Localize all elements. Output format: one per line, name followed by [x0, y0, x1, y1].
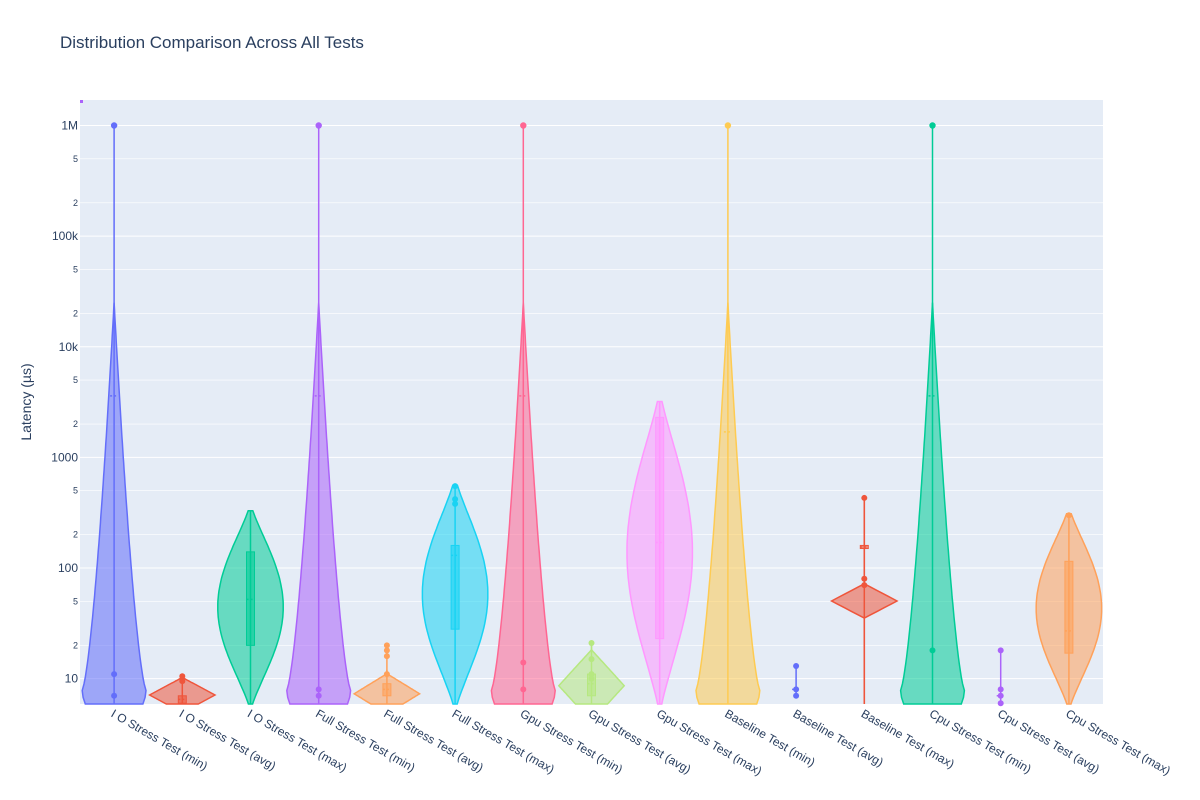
- outlier-point-max: [929, 122, 936, 129]
- outlier-point: [452, 500, 459, 507]
- violin-12: [830, 494, 899, 704]
- violin-10: [695, 122, 761, 705]
- outlier-point: [179, 673, 186, 680]
- outlier-point: [793, 686, 800, 693]
- y-tick-label: 1M: [61, 118, 78, 132]
- violin-box: [1064, 560, 1074, 654]
- violin-5: [352, 642, 422, 705]
- outlier-point: [520, 659, 527, 666]
- outlier-point: [588, 640, 595, 647]
- outlier-point: [861, 582, 868, 589]
- violin-13: [899, 122, 966, 705]
- violin-2: [148, 673, 217, 705]
- outlier-point: [861, 494, 868, 501]
- outlier-point: [588, 656, 595, 663]
- outlier-point: [997, 692, 1004, 699]
- y-tick-layer: 10 100 1000 10k 100k 1M 2 5 2 5 2 5 2 5 2 5: [51, 118, 79, 685]
- y-tick-label: 10k: [59, 340, 79, 354]
- outlier-point: [997, 647, 1004, 654]
- y-tick-label: 10: [65, 672, 79, 686]
- outlier-point: [588, 671, 595, 678]
- outlier-point: [315, 692, 322, 699]
- outlier-point: [520, 686, 527, 693]
- outlier-point: [1065, 512, 1072, 519]
- violin-8: [557, 640, 626, 705]
- outlier-point: [929, 647, 936, 654]
- violin-1: [81, 122, 147, 705]
- y-minor-tick-label: 5: [73, 264, 78, 274]
- outlier-point: [452, 496, 459, 503]
- violin-6: [421, 483, 489, 705]
- outlier-point: [315, 686, 322, 693]
- y-axis-title: Latency (µs): [18, 363, 34, 440]
- outlier-point-max: [724, 122, 732, 129]
- corner-marker: [80, 100, 83, 103]
- x-tick-layer: I O Stress Test (min)I O Stress Test (av…: [109, 706, 1173, 778]
- violin-3: [217, 509, 284, 705]
- outlier-point: [383, 647, 390, 654]
- y-tick-label: 100: [58, 561, 78, 575]
- violin-15: [1035, 512, 1103, 705]
- outlier-point: [588, 675, 595, 682]
- y-tick-label: 1000: [51, 450, 78, 464]
- outlier-point: [111, 671, 118, 678]
- y-minor-tick-label: 5: [73, 375, 78, 385]
- outlier-point: [111, 692, 118, 699]
- chart-title: Distribution Comparison Across All Tests: [60, 33, 364, 52]
- violin-7: [490, 122, 556, 705]
- y-minor-tick-label: 2: [73, 640, 78, 650]
- violin-14: [996, 647, 1005, 707]
- outlier-point: [452, 483, 459, 490]
- violin-4: [286, 122, 352, 705]
- y-minor-tick-label: 5: [73, 486, 78, 496]
- outlier-point: [861, 575, 868, 582]
- violin-box: [655, 416, 665, 640]
- y-minor-tick-label: 5: [73, 154, 78, 164]
- outlier-point: [997, 686, 1004, 693]
- outlier-point: [383, 653, 390, 660]
- outlier-point: [179, 678, 186, 685]
- y-tick-label: 100k: [52, 229, 79, 243]
- outlier-point-max: [520, 122, 527, 129]
- outlier-point: [793, 692, 800, 699]
- violin-layer: [80, 100, 1103, 707]
- y-minor-tick-label: 5: [73, 596, 78, 606]
- violin-9: [626, 400, 694, 705]
- outlier-point-max: [110, 122, 118, 129]
- y-minor-tick-label: 2: [73, 419, 78, 429]
- violin-11: [792, 663, 801, 699]
- outlier-point-max: [315, 122, 322, 129]
- outlier-point: [793, 663, 800, 670]
- outlier-point: [383, 671, 390, 678]
- y-minor-tick-label: 2: [73, 198, 78, 208]
- y-minor-tick-label: 2: [73, 530, 78, 540]
- violin-box: [246, 551, 255, 646]
- violin-box: [450, 544, 460, 630]
- outlier-point: [383, 642, 390, 649]
- outlier-point: [997, 700, 1004, 707]
- y-minor-tick-label: 2: [73, 308, 78, 318]
